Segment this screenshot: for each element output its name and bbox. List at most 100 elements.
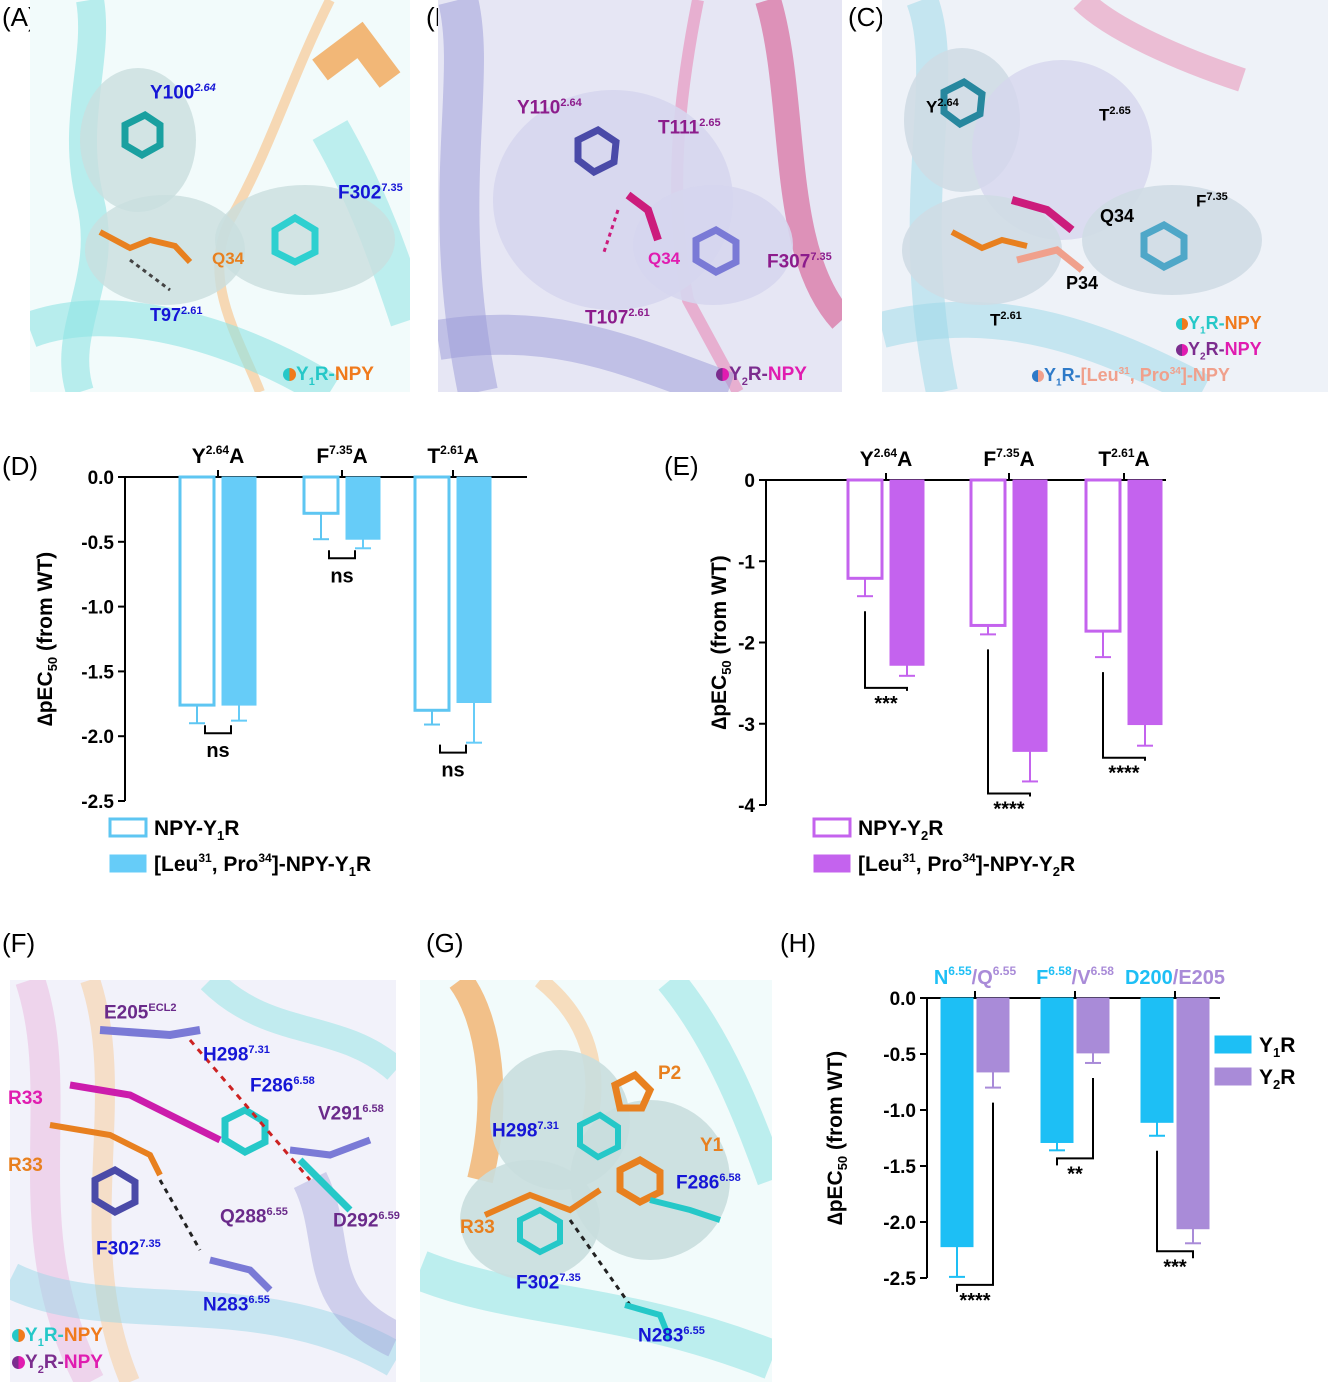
structure-panel-g bbox=[420, 980, 772, 1382]
label-t111: T1112.65 bbox=[658, 117, 721, 139]
label-f307: F3077.35 bbox=[767, 251, 832, 273]
half-circle-icon bbox=[12, 1329, 25, 1343]
structure-panel-c bbox=[882, 0, 1328, 392]
sig-bracket-0 bbox=[956, 1102, 994, 1292]
y-tick-label: -1.0 bbox=[81, 598, 114, 619]
label-p34-c: P34 bbox=[1066, 273, 1099, 293]
bar-2-1 bbox=[1176, 997, 1210, 1230]
structure-panel-a bbox=[30, 0, 410, 392]
half-circle-icon bbox=[716, 368, 729, 382]
label-r33-orange: R33 bbox=[8, 1155, 43, 1176]
label-f302: F3027.35 bbox=[338, 182, 403, 204]
structure-image-f bbox=[10, 980, 396, 1382]
label-e205: E205ECL2 bbox=[104, 1002, 177, 1024]
label-p2: P2 bbox=[658, 1063, 682, 1084]
label-n283-g: N2836.55 bbox=[638, 1325, 705, 1347]
label-n283-f: N2836.55 bbox=[203, 1294, 270, 1316]
panel-letter-e: (E) bbox=[664, 451, 699, 481]
y-tick-label: 0.0 bbox=[88, 468, 114, 489]
sig-label-1: ns bbox=[330, 565, 353, 587]
y-tick-label: 0 bbox=[744, 471, 755, 492]
panel-letter-d: (D) bbox=[2, 451, 39, 481]
y-tick-label: -4 bbox=[738, 796, 755, 817]
x-tick-label: Y2.64A bbox=[860, 446, 913, 471]
sig-label-0: *** bbox=[874, 693, 898, 715]
label-q34: Q34 bbox=[212, 249, 245, 268]
bar-2-1 bbox=[1127, 479, 1163, 726]
legend-label-1: Y2R bbox=[1259, 1066, 1295, 1092]
y-tick-label: -0.5 bbox=[81, 533, 114, 554]
label-f735-c: F7.35 bbox=[1196, 191, 1228, 211]
chart-e-svg: 0 -1 -2 -3 -4 ∆pEC50 (from WT) Y2.64A *** F7.35A… bbox=[708, 446, 1166, 879]
structure-image-a bbox=[30, 0, 410, 392]
bar-2-0 bbox=[1084, 478, 1122, 633]
bar-2-0 bbox=[413, 475, 451, 712]
legend-swatch-0 bbox=[1214, 1035, 1252, 1054]
y-tick-label: -0.5 bbox=[883, 1045, 916, 1066]
structure-image-g bbox=[420, 980, 772, 1382]
sig-bracket-0 bbox=[864, 611, 908, 691]
y-tick-label: 0.0 bbox=[890, 989, 916, 1010]
bar-0-0 bbox=[178, 475, 216, 707]
structure-panel-f bbox=[10, 980, 396, 1382]
legend-swatch-1 bbox=[1214, 1067, 1252, 1086]
bar-0-1 bbox=[221, 476, 257, 706]
sig-label-2: *** bbox=[1163, 1256, 1187, 1278]
label-t97: T972.61 bbox=[150, 305, 203, 325]
legend-f-1: Y1R-NPY bbox=[12, 1325, 103, 1349]
label-r33-g: R33 bbox=[460, 1217, 495, 1238]
chart-panel-e: 0 -1 -2 -3 -4 ∆pEC50 (from WT) Y2.64A *** F7.35A… bbox=[696, 440, 1256, 880]
legend-swatch-0 bbox=[812, 817, 852, 838]
legend-label-0: NPY-Y1R bbox=[154, 817, 239, 843]
label-q34-c: Q34 bbox=[1100, 206, 1135, 226]
y-axis-label: ∆pEC50 (from WT) bbox=[824, 1051, 850, 1225]
x-tick-label: D200/E205 bbox=[1125, 967, 1225, 989]
sig-bracket-1 bbox=[1056, 1077, 1094, 1166]
bar-2-1 bbox=[456, 476, 492, 704]
y-tick-label: -2.5 bbox=[883, 1269, 916, 1290]
label-h298-g: H2987.31 bbox=[492, 1120, 559, 1142]
x-tick-label: T2.61A bbox=[1098, 446, 1149, 471]
label-h298-f: H2987.31 bbox=[203, 1044, 270, 1066]
label-y1: Y1 bbox=[700, 1135, 724, 1156]
x-tick-label: N6.55/Q6.55 bbox=[934, 964, 1017, 989]
sig-label-0: **** bbox=[959, 1290, 990, 1312]
legend-a: Y1R-NPY bbox=[283, 364, 374, 388]
bar-0-0 bbox=[846, 478, 884, 580]
y-tick-label: -2 bbox=[738, 634, 755, 655]
label-f286-f: F2866.58 bbox=[250, 1075, 315, 1097]
sig-bracket-2 bbox=[439, 744, 467, 754]
half-circle-icon bbox=[12, 1356, 25, 1370]
sig-label-1: **** bbox=[993, 798, 1024, 820]
bar-1-1 bbox=[1012, 479, 1048, 752]
label-f302-f: F3027.35 bbox=[96, 1238, 161, 1260]
label-q288: Q2886.55 bbox=[220, 1206, 288, 1228]
legend-f-2: Y2R-NPY bbox=[12, 1352, 103, 1376]
legend-label-0: NPY-Y2R bbox=[858, 817, 943, 843]
bar-0-1 bbox=[976, 997, 1010, 1073]
legend-label-0: Y1R bbox=[1259, 1034, 1295, 1060]
y-tick-label: -1.5 bbox=[883, 1157, 916, 1178]
label-t107: T1072.61 bbox=[585, 307, 650, 329]
chart-d-svg: 0.0 -0.5 -1.0 -1.5 -2.0 -2.5 ∆pEC50 (from WT) Y… bbox=[34, 443, 527, 879]
bar-1-1 bbox=[345, 476, 381, 540]
sig-bracket-2 bbox=[1156, 1150, 1194, 1259]
panel-letter-c: (C) bbox=[848, 2, 885, 32]
legend-label-1: [Leu31, Pro34]-NPY-Y2R bbox=[858, 851, 1075, 879]
label-q34-b: Q34 bbox=[648, 249, 681, 268]
y-tick-label: -3 bbox=[738, 715, 755, 736]
x-tick-label: T2.61A bbox=[427, 443, 478, 468]
sig-bracket-1 bbox=[987, 649, 1031, 797]
y-axis-label: ∆pEC50 (from WT) bbox=[34, 552, 60, 726]
y-tick-label: -1 bbox=[738, 552, 755, 573]
bar-1-1 bbox=[1076, 997, 1110, 1054]
legend-c-3: Y1R-[Leu31, Pro34]-NPY bbox=[1032, 365, 1230, 389]
bar-2-0 bbox=[1140, 997, 1174, 1123]
x-tick-label: F7.35A bbox=[983, 446, 1034, 471]
bar-0-0 bbox=[940, 997, 974, 1248]
half-circle-icon bbox=[283, 368, 296, 382]
half-circle-icon bbox=[1032, 370, 1044, 383]
label-t265-c: T2.65 bbox=[1099, 105, 1131, 125]
sig-bracket-0 bbox=[204, 725, 232, 735]
sig-label-2: ns bbox=[441, 760, 464, 782]
